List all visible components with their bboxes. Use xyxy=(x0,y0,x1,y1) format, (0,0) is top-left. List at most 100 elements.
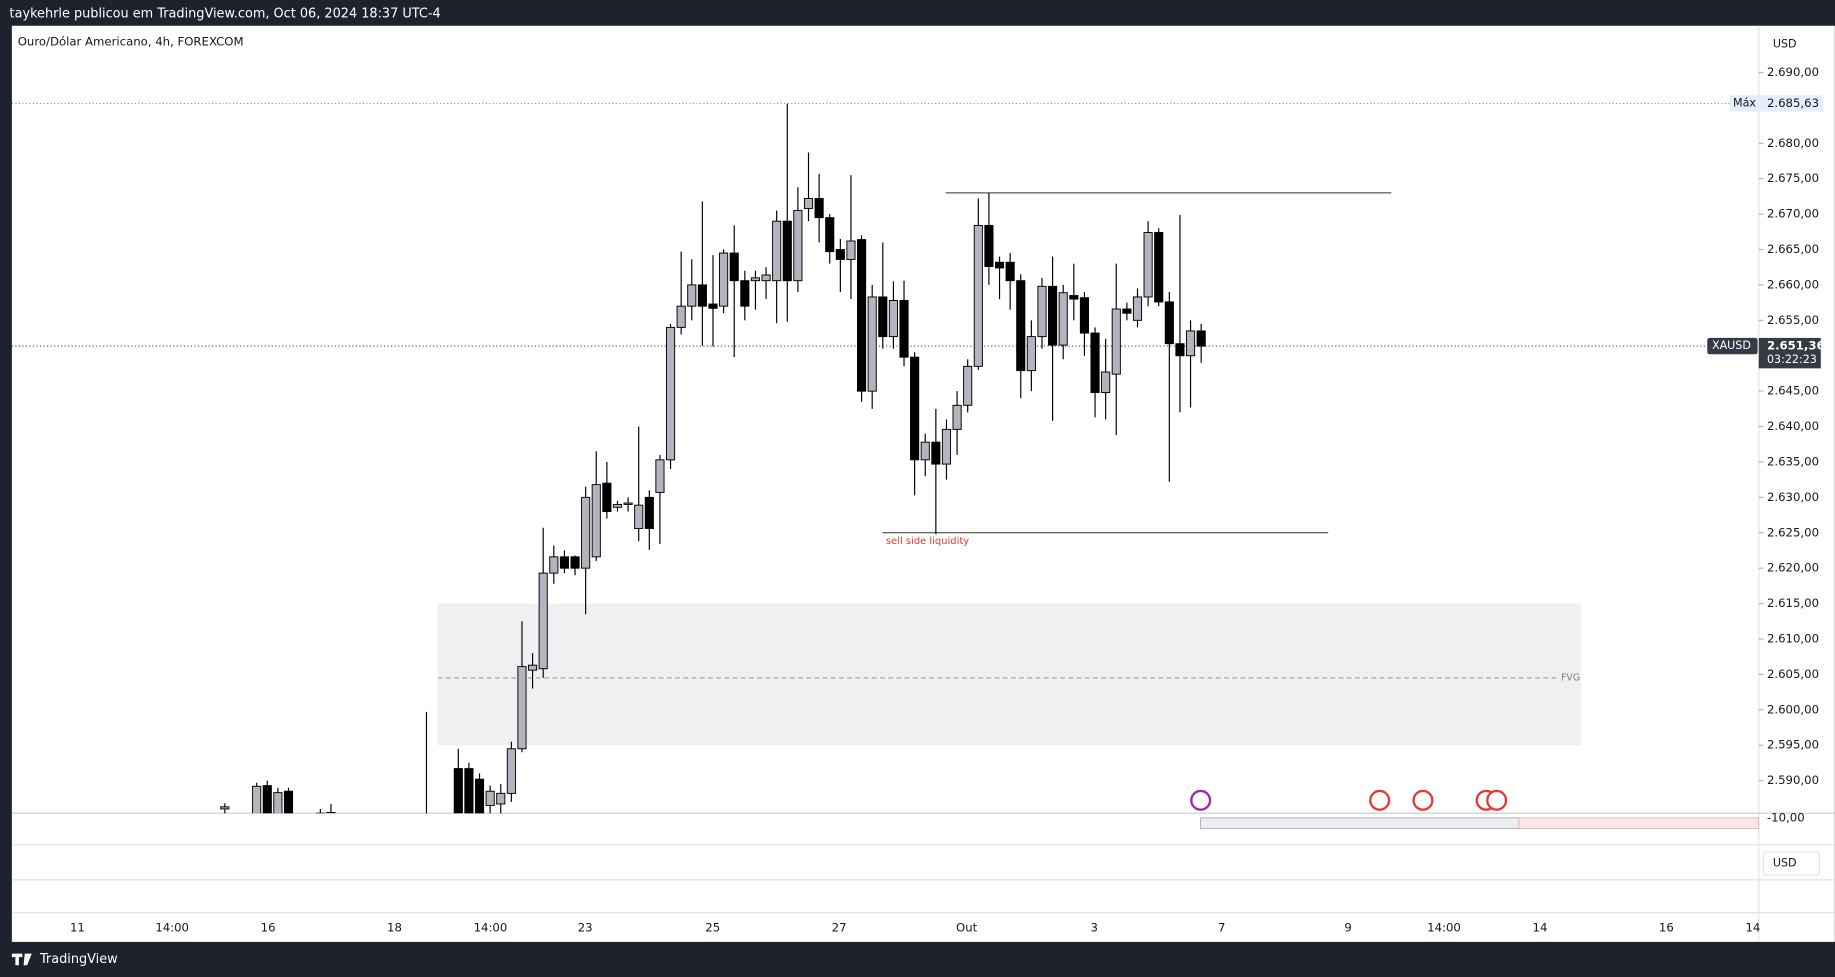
candle-body xyxy=(708,303,718,309)
candle-body xyxy=(1079,297,1089,334)
candle-body xyxy=(644,496,654,529)
currency-box[interactable] xyxy=(1762,851,1821,876)
candle-body xyxy=(283,790,294,814)
candle-body xyxy=(538,572,548,670)
candle-body xyxy=(1090,332,1100,394)
candle-body xyxy=(623,502,633,505)
indicator-currency: USD xyxy=(1773,857,1797,870)
candle-body xyxy=(1175,343,1185,357)
candle-body xyxy=(1016,280,1026,372)
candle-body xyxy=(835,249,845,260)
symbol-label: XAUSD xyxy=(1712,339,1751,352)
candle-body xyxy=(1154,232,1164,303)
chart-area xyxy=(11,25,1835,942)
candle-body xyxy=(867,296,877,392)
x-tick-label: 14:00 xyxy=(155,920,189,934)
event-icons xyxy=(1190,789,1508,811)
candle-body xyxy=(273,792,283,814)
y-tick-label: 2.595,00 xyxy=(1767,738,1819,752)
candle-body xyxy=(549,556,559,574)
high-value: 2.685,63 xyxy=(1767,96,1819,110)
candle-body xyxy=(1101,371,1111,394)
candle-body xyxy=(1122,308,1132,314)
y-tick-label: 2.655,00 xyxy=(1767,313,1819,327)
candle-body xyxy=(1143,232,1153,298)
candle-body xyxy=(750,277,761,282)
currency-label: USD xyxy=(1773,37,1797,50)
y-tick-label: 2.690,00 xyxy=(1767,65,1819,79)
candle-body xyxy=(1026,336,1036,372)
event-icon[interactable] xyxy=(1369,789,1391,811)
y-tick-label: 2.645,00 xyxy=(1767,384,1819,398)
candle-body xyxy=(973,224,983,367)
plot: FVG sell side liquidity xyxy=(11,102,1759,814)
candle-body xyxy=(910,356,920,461)
candle-body xyxy=(326,812,336,814)
candle-body xyxy=(581,496,591,569)
indicator-bar xyxy=(1200,817,1520,829)
candle-body xyxy=(963,365,973,406)
candle-body xyxy=(474,778,485,814)
candle-body xyxy=(994,261,1005,269)
price-badge xyxy=(1758,337,1821,369)
candle-body xyxy=(453,768,463,814)
candle-body xyxy=(729,252,739,282)
x-tick-label: 14 xyxy=(1745,920,1760,934)
brand-logo xyxy=(11,953,32,966)
candle-body xyxy=(591,484,601,558)
y-tick-label: 2.665,00 xyxy=(1767,242,1819,256)
event-icon[interactable] xyxy=(1190,789,1212,811)
x-tick-label: 16 xyxy=(1659,920,1674,934)
candle-body xyxy=(1058,292,1068,346)
candle-body xyxy=(1111,308,1121,375)
y-tick-label: 2.600,00 xyxy=(1767,702,1819,716)
x-tick-label: 27 xyxy=(832,920,847,934)
candle-body xyxy=(761,274,771,282)
x-tick-label: Out xyxy=(956,920,978,934)
y-tick-label: 2.660,00 xyxy=(1767,277,1819,291)
symbol-badge xyxy=(1707,337,1758,355)
candle-body xyxy=(920,441,930,461)
candle-body xyxy=(1069,295,1079,300)
candle-body xyxy=(740,280,750,307)
candle-body xyxy=(931,441,941,465)
x-tick-label: 11 xyxy=(70,920,85,934)
high-badge xyxy=(1729,95,1824,112)
candle-body xyxy=(1048,285,1058,346)
candle-body xyxy=(517,666,527,750)
candle-body xyxy=(782,220,792,282)
candle-body xyxy=(952,404,962,430)
y-tick-label: 2.615,00 xyxy=(1767,596,1819,610)
candle-body xyxy=(984,224,994,267)
y-tick-label: 2.675,00 xyxy=(1767,171,1819,185)
candle-body xyxy=(697,284,707,307)
candle-body xyxy=(528,664,538,671)
candle-body xyxy=(814,198,824,219)
y-tick-label: 2.635,00 xyxy=(1767,454,1819,468)
candle-body xyxy=(1185,330,1196,357)
candle-body xyxy=(559,556,569,569)
candle-body xyxy=(803,198,814,209)
x-tick-label: 25 xyxy=(705,920,720,934)
y-tick-label: 2.670,00 xyxy=(1767,207,1819,221)
publisher: taykehrle publicou em TradingView.com, O… xyxy=(10,7,441,22)
candle-body xyxy=(1005,261,1015,282)
fvg-label: FVG xyxy=(1561,672,1580,683)
candle-body xyxy=(1037,285,1047,338)
candle-body xyxy=(941,428,952,465)
support-label: sell side liquidity xyxy=(886,536,969,547)
candle-body xyxy=(220,806,230,810)
candle-body xyxy=(793,210,803,282)
high-label: Máx xyxy=(1733,96,1756,109)
event-icon[interactable] xyxy=(1412,789,1434,811)
y-tick-label: 2.620,00 xyxy=(1767,561,1819,575)
event-icon[interactable] xyxy=(1486,789,1508,811)
candle-body xyxy=(888,300,898,338)
candle-body xyxy=(496,792,506,805)
candle-body xyxy=(570,556,580,569)
x-tick-label: 18 xyxy=(387,920,402,934)
candle-body xyxy=(665,326,676,461)
chart-title: Ouro/Dólar Americano, 4h, FOREXCOM xyxy=(18,35,244,49)
